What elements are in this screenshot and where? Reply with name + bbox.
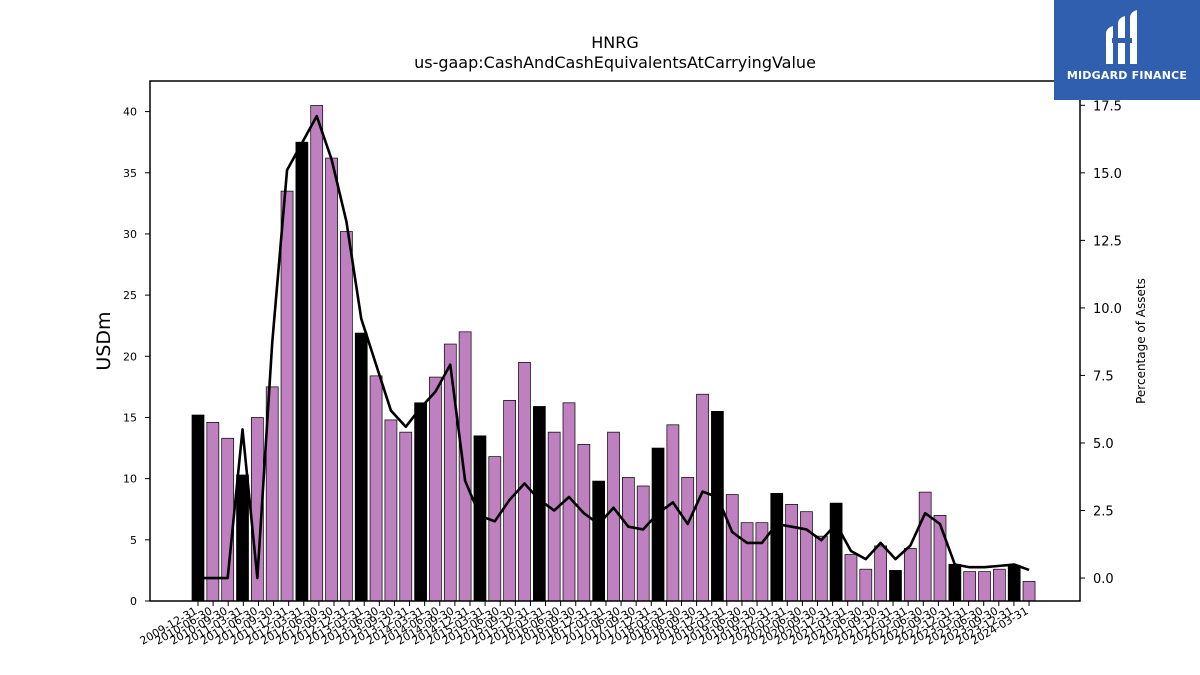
bar <box>443 343 457 602</box>
plot-frame <box>149 80 1081 602</box>
bar-series <box>191 105 1036 602</box>
y-tick-label: 20 <box>123 350 137 363</box>
bar <box>636 485 650 602</box>
x-axis: 2009-12-312010-06-302010-09-302011-03-31… <box>138 601 1031 648</box>
brand-logo: MIDGARD FINANCE <box>1054 0 1200 100</box>
bar <box>488 456 502 602</box>
bar <box>384 419 398 602</box>
bar <box>369 375 383 602</box>
y-axis-left: 0 5 10 15 20 25 30 35 40 <box>123 106 150 608</box>
bar <box>458 331 472 602</box>
bar <box>236 474 249 602</box>
bar <box>295 141 309 602</box>
y-right-tick-label: 15.0 <box>1093 167 1122 182</box>
y-right-tick-label: 10.0 <box>1093 302 1122 317</box>
bar <box>933 514 947 602</box>
bar <box>577 444 591 602</box>
bar <box>859 568 873 602</box>
brand-name: MIDGARD FINANCE <box>1066 69 1188 82</box>
bar <box>191 414 205 602</box>
chart-title: HNRG <box>591 33 639 52</box>
y-tick-label: 25 <box>123 289 137 302</box>
bar <box>889 570 902 602</box>
bar <box>918 491 932 602</box>
bar <box>206 422 220 602</box>
bar <box>963 571 977 602</box>
bar <box>399 431 413 602</box>
chart-subtitle: us-gaap:CashAndCashEquivalentsAtCarrying… <box>414 53 816 72</box>
bar <box>770 492 784 602</box>
bar <box>518 362 531 602</box>
bar <box>414 402 427 602</box>
y-right-tick-label: 0.0 <box>1093 572 1114 587</box>
y-axis-label-left: USDm <box>93 311 115 370</box>
y-axis-label-right: Percentage of Assets <box>1134 278 1148 404</box>
bar <box>354 332 368 602</box>
bar <box>785 503 798 602</box>
bar <box>696 393 709 602</box>
y-tick-label: 0 <box>130 595 137 608</box>
y-tick-label: 15 <box>123 411 137 424</box>
bar <box>800 511 813 602</box>
y-tick-label: 30 <box>123 228 137 241</box>
bar <box>607 431 620 602</box>
bar <box>1022 581 1036 602</box>
bar <box>829 502 843 602</box>
y-tick-label: 5 <box>130 534 137 547</box>
bar <box>903 548 917 602</box>
midgard-logo-icon <box>1106 10 1137 64</box>
bar <box>844 554 858 602</box>
bar <box>874 545 887 602</box>
bar <box>740 522 754 602</box>
bar <box>993 568 1006 602</box>
bar <box>547 431 561 602</box>
y-axis-right: 0.0 2.5 5.0 7.5 10.0 12.5 15.0 17.5 <box>1080 99 1122 587</box>
percentage-line <box>198 114 1030 580</box>
bar <box>814 535 828 602</box>
y-tick-label: 10 <box>123 473 137 486</box>
y-right-tick-label: 17.5 <box>1093 99 1122 114</box>
y-tick-label: 40 <box>123 106 137 119</box>
bar <box>681 477 695 602</box>
bar <box>978 571 991 602</box>
bar <box>666 424 680 602</box>
bar <box>725 494 739 602</box>
bar <box>340 231 353 602</box>
y-right-tick-label: 5.0 <box>1093 437 1114 452</box>
bar <box>310 105 324 602</box>
bar <box>592 480 606 602</box>
bar <box>429 376 442 602</box>
y-right-tick-label: 7.5 <box>1093 369 1114 384</box>
bar <box>622 477 635 602</box>
bar <box>651 447 665 602</box>
y-right-tick-label: 2.5 <box>1093 505 1114 520</box>
y-tick-label: 35 <box>123 167 137 180</box>
bar <box>755 522 769 602</box>
percentage-line-series <box>198 114 1030 580</box>
y-right-tick-label: 12.5 <box>1093 234 1122 249</box>
bar <box>325 157 338 602</box>
bar <box>948 563 962 602</box>
bar <box>1007 565 1021 602</box>
bar <box>280 190 294 602</box>
